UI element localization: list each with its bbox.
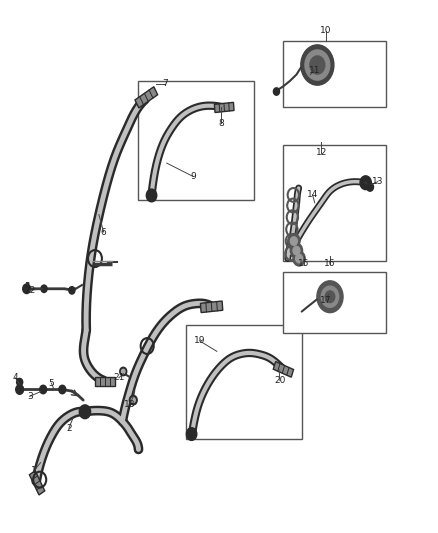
Text: 9: 9 (190, 172, 196, 181)
Text: 7: 7 (162, 79, 167, 88)
Text: 8: 8 (218, 119, 224, 128)
Text: 17: 17 (320, 296, 332, 305)
Circle shape (305, 50, 330, 80)
Text: 18: 18 (124, 400, 135, 409)
Circle shape (290, 243, 303, 258)
Circle shape (321, 286, 339, 308)
Circle shape (325, 291, 335, 303)
Circle shape (186, 427, 197, 440)
Circle shape (69, 287, 75, 294)
Bar (283, 144, 386, 261)
Text: 22: 22 (24, 286, 35, 295)
Circle shape (296, 254, 303, 263)
Circle shape (290, 237, 297, 245)
Bar (283, 272, 386, 333)
Circle shape (121, 369, 125, 374)
Polygon shape (29, 471, 45, 495)
Text: 11: 11 (309, 66, 321, 75)
Text: 1: 1 (31, 466, 37, 475)
Circle shape (23, 284, 31, 294)
Circle shape (59, 385, 66, 394)
Circle shape (360, 176, 371, 190)
Polygon shape (214, 102, 234, 112)
Polygon shape (135, 87, 158, 108)
Circle shape (293, 246, 300, 255)
Text: 19: 19 (194, 336, 205, 345)
Circle shape (131, 398, 135, 402)
Text: 13: 13 (372, 177, 384, 186)
Circle shape (293, 251, 305, 266)
Text: 2: 2 (66, 424, 72, 433)
Bar (138, 81, 254, 200)
Polygon shape (273, 361, 293, 377)
Text: 4: 4 (13, 373, 18, 382)
Circle shape (120, 367, 127, 376)
Bar (186, 325, 302, 439)
Text: 21: 21 (113, 373, 124, 382)
Circle shape (146, 189, 157, 202)
Circle shape (40, 385, 47, 394)
Circle shape (367, 183, 374, 191)
Text: 5: 5 (49, 378, 54, 387)
Text: 15: 15 (298, 260, 310, 268)
Circle shape (310, 56, 325, 74)
Circle shape (16, 385, 24, 394)
Circle shape (301, 45, 334, 85)
Text: 12: 12 (316, 148, 327, 157)
Circle shape (273, 88, 279, 95)
Text: 10: 10 (320, 26, 332, 35)
Circle shape (317, 281, 343, 313)
Circle shape (288, 233, 300, 248)
Polygon shape (95, 377, 115, 386)
Polygon shape (201, 301, 223, 312)
Bar (283, 41, 386, 108)
Text: 14: 14 (307, 190, 318, 199)
Circle shape (41, 285, 47, 293)
Text: 20: 20 (274, 376, 286, 385)
Circle shape (129, 395, 137, 405)
Text: 3: 3 (27, 392, 32, 401)
Circle shape (79, 405, 91, 419)
Text: 16: 16 (324, 260, 336, 268)
Text: 6: 6 (101, 228, 106, 237)
Circle shape (17, 378, 23, 386)
